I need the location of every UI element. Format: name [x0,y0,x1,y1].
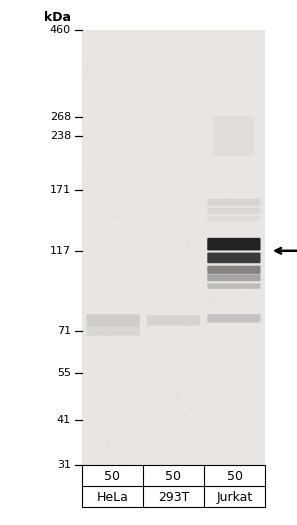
Text: kDa: kDa [44,11,71,24]
Text: Jurkat: Jurkat [217,491,253,504]
Text: 50: 50 [105,470,121,483]
Text: 238: 238 [50,131,71,141]
Text: HeLa: HeLa [97,491,128,504]
Text: 31: 31 [57,460,71,470]
FancyBboxPatch shape [207,284,260,289]
FancyBboxPatch shape [207,216,260,221]
Text: 293T: 293T [158,491,189,504]
Text: 268: 268 [50,112,71,122]
Text: 171: 171 [50,185,71,195]
FancyBboxPatch shape [207,238,260,250]
FancyBboxPatch shape [207,253,260,263]
Text: 71: 71 [57,327,71,337]
FancyBboxPatch shape [207,274,260,281]
FancyBboxPatch shape [207,266,260,274]
Text: 41: 41 [57,415,71,425]
Text: 50: 50 [165,470,181,483]
Bar [82,465,265,507]
Bar [82,30,265,465]
FancyBboxPatch shape [207,207,260,214]
FancyBboxPatch shape [207,199,260,206]
FancyBboxPatch shape [147,315,200,326]
Text: 55: 55 [57,368,71,377]
FancyBboxPatch shape [86,327,140,336]
FancyBboxPatch shape [207,314,260,322]
FancyBboxPatch shape [207,314,260,322]
FancyBboxPatch shape [86,314,140,327]
Text: 117: 117 [50,246,71,256]
Text: 460: 460 [50,25,71,35]
Bar [213,116,255,156]
Text: 50: 50 [227,470,242,483]
